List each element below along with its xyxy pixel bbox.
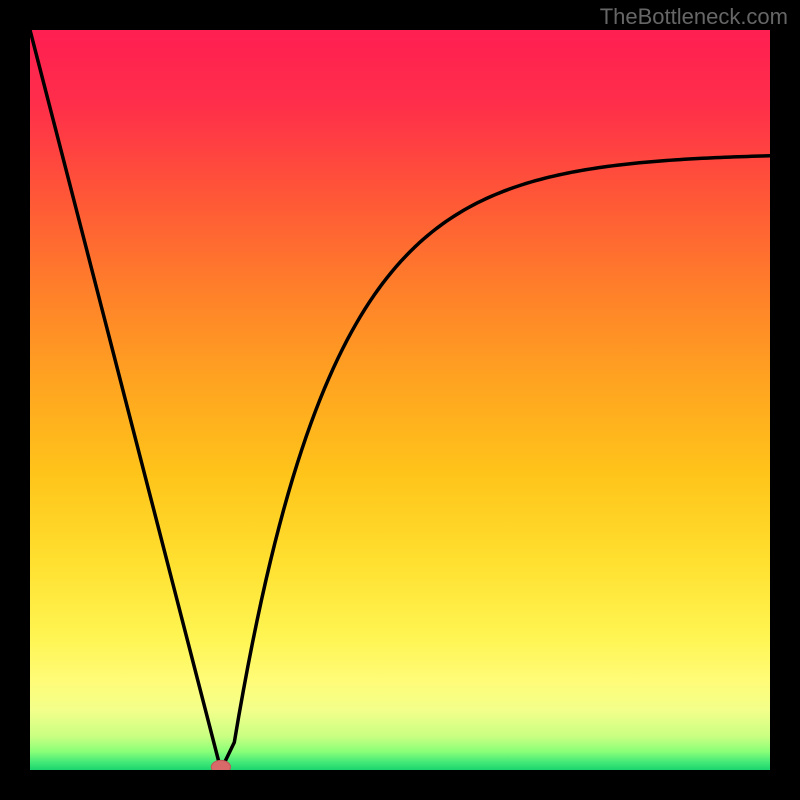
plot-area bbox=[30, 30, 770, 770]
bottleneck-curve-chart bbox=[30, 30, 770, 770]
minimum-marker bbox=[211, 760, 230, 770]
gradient-background bbox=[30, 30, 770, 770]
watermark-text: TheBottleneck.com bbox=[600, 4, 788, 30]
